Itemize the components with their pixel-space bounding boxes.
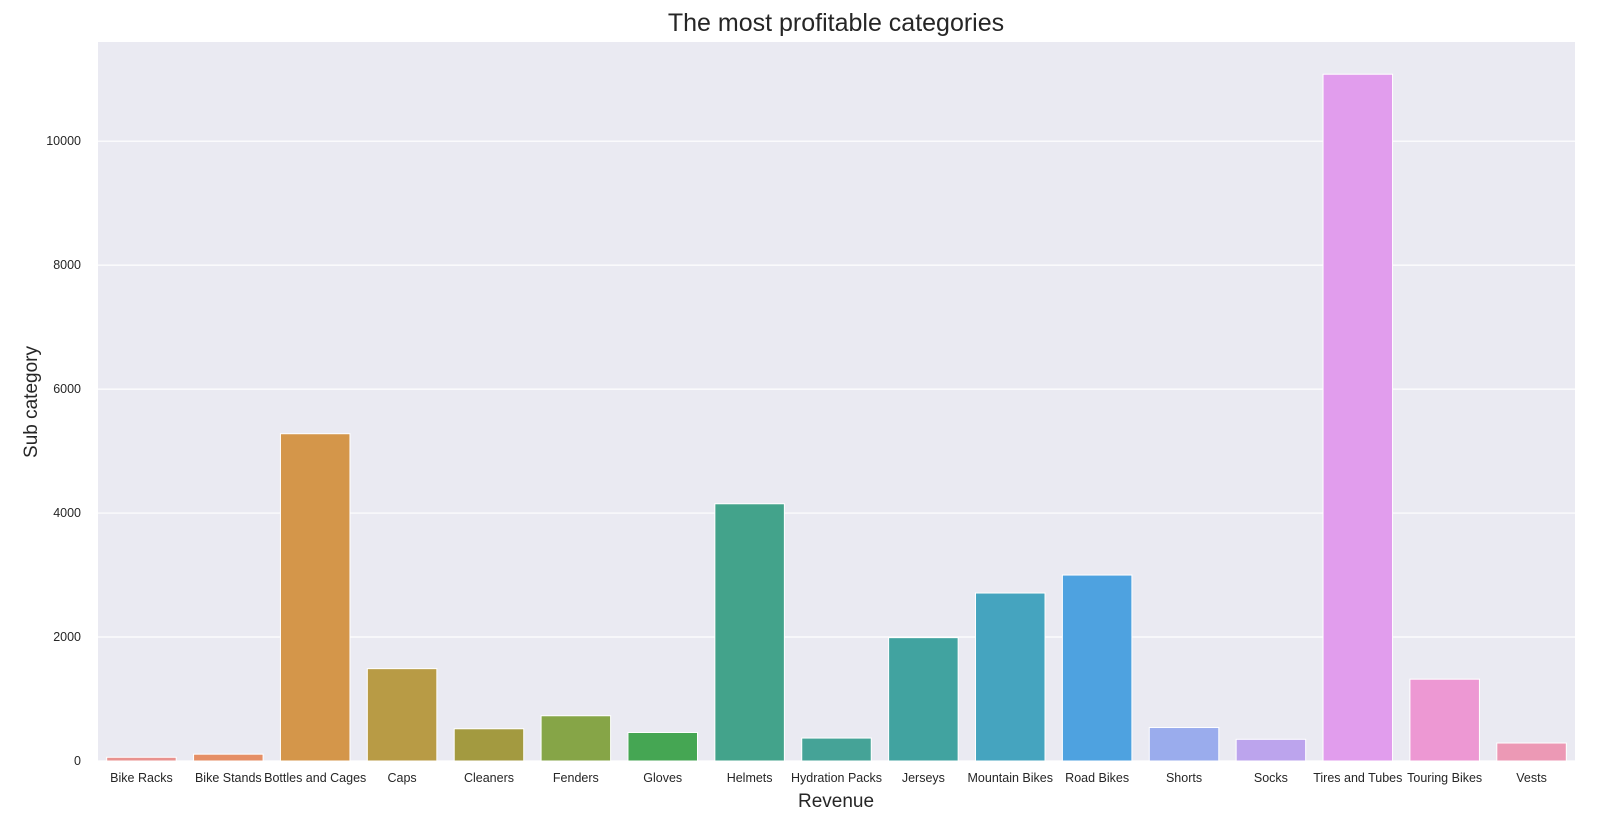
x-tick-label: Jerseys <box>902 771 945 785</box>
x-tick-label: Fenders <box>553 771 599 785</box>
y-axis-label: Sub category <box>21 346 42 458</box>
x-tick-label: Vests <box>1516 771 1547 785</box>
bar <box>801 737 872 762</box>
bar <box>1148 727 1220 762</box>
bar <box>1496 742 1567 762</box>
x-tick-labels: Bike Racks Bike Stands Bottles and Cages Ca… <box>110 771 1547 785</box>
x-tick-label: Shorts <box>1166 771 1202 785</box>
bar <box>1322 73 1394 762</box>
bar <box>1061 574 1133 762</box>
x-tick-label: Touring Bikes <box>1407 771 1482 785</box>
y-tick-label: 4000 <box>53 506 81 520</box>
x-tick-label: Caps <box>387 771 416 785</box>
x-tick-label: Mountain Bikes <box>968 771 1053 785</box>
x-tick-label: Gloves <box>643 771 682 785</box>
x-tick-label: Road Bikes <box>1065 771 1129 785</box>
x-tick-label: Bike Stands <box>195 771 262 785</box>
bar <box>714 503 785 762</box>
bar <box>1409 678 1480 762</box>
x-tick-label: Bike Racks <box>110 771 173 785</box>
y-tick-labels: 0 2000 4000 6000 8000 10000 <box>46 134 81 768</box>
y-tick-label: 10000 <box>46 134 81 148</box>
bar <box>540 715 612 762</box>
y-tick-label: 6000 <box>53 382 81 396</box>
x-tick-label: Cleaners <box>464 771 514 785</box>
x-tick-label: Helmets <box>727 771 773 785</box>
bar <box>106 756 177 762</box>
chart-title: The most profitable categories <box>668 9 1004 37</box>
bar <box>1235 738 1307 762</box>
bar <box>975 592 1046 762</box>
bar <box>627 731 698 762</box>
bar <box>279 433 351 762</box>
bar <box>366 668 438 762</box>
bar <box>888 637 959 762</box>
y-tick-label: 2000 <box>53 630 81 644</box>
x-tick-label: Socks <box>1254 771 1288 785</box>
y-tick-label: 0 <box>74 754 81 768</box>
bar <box>193 753 264 762</box>
x-tick-label: Bottles and Cages <box>264 771 366 785</box>
x-axis-label: Revenue <box>798 791 874 812</box>
x-tick-label: Hydration Packs <box>791 771 882 785</box>
bars <box>106 73 1567 762</box>
bar <box>453 728 525 762</box>
x-tick-label: Tires and Tubes <box>1313 771 1402 785</box>
y-tick-label: 8000 <box>53 258 81 272</box>
